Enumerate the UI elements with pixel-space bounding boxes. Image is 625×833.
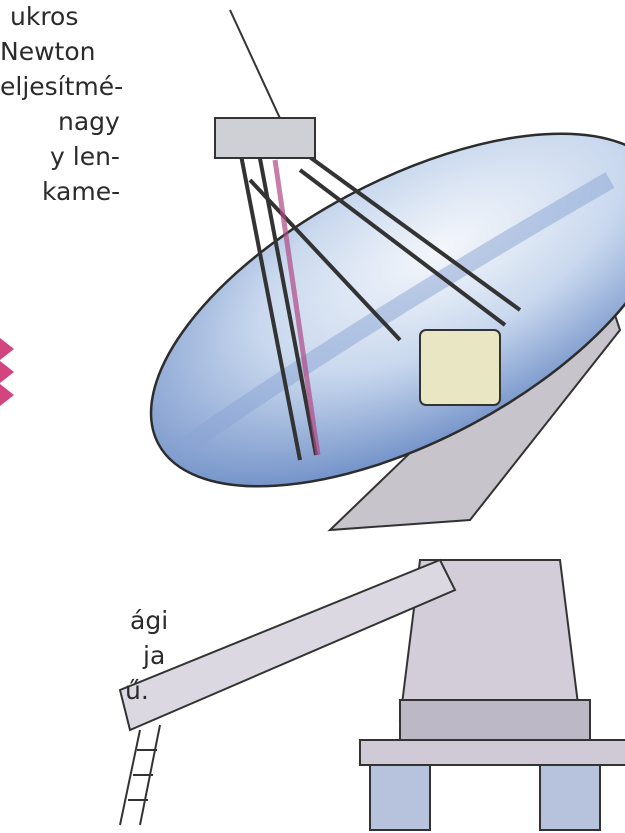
focus-cabin [215, 118, 315, 158]
text-line: eljesítmé- [0, 74, 123, 99]
dish [97, 61, 625, 558]
text-line: y len- [50, 144, 120, 169]
feet [370, 765, 600, 830]
text-line: ukros [10, 4, 78, 29]
text-line: ja [143, 643, 165, 668]
text-line: ági [130, 608, 168, 633]
text-line: kame- [42, 179, 120, 204]
text-line: Newton [0, 39, 95, 64]
ladder [120, 725, 160, 825]
page: ukros Newton eljesítmé- nagy y len- kame… [0, 0, 625, 833]
text-line: nagy [58, 109, 120, 134]
pink-markers [0, 338, 14, 406]
text-line: ű. [125, 678, 149, 703]
receiver [420, 330, 500, 405]
